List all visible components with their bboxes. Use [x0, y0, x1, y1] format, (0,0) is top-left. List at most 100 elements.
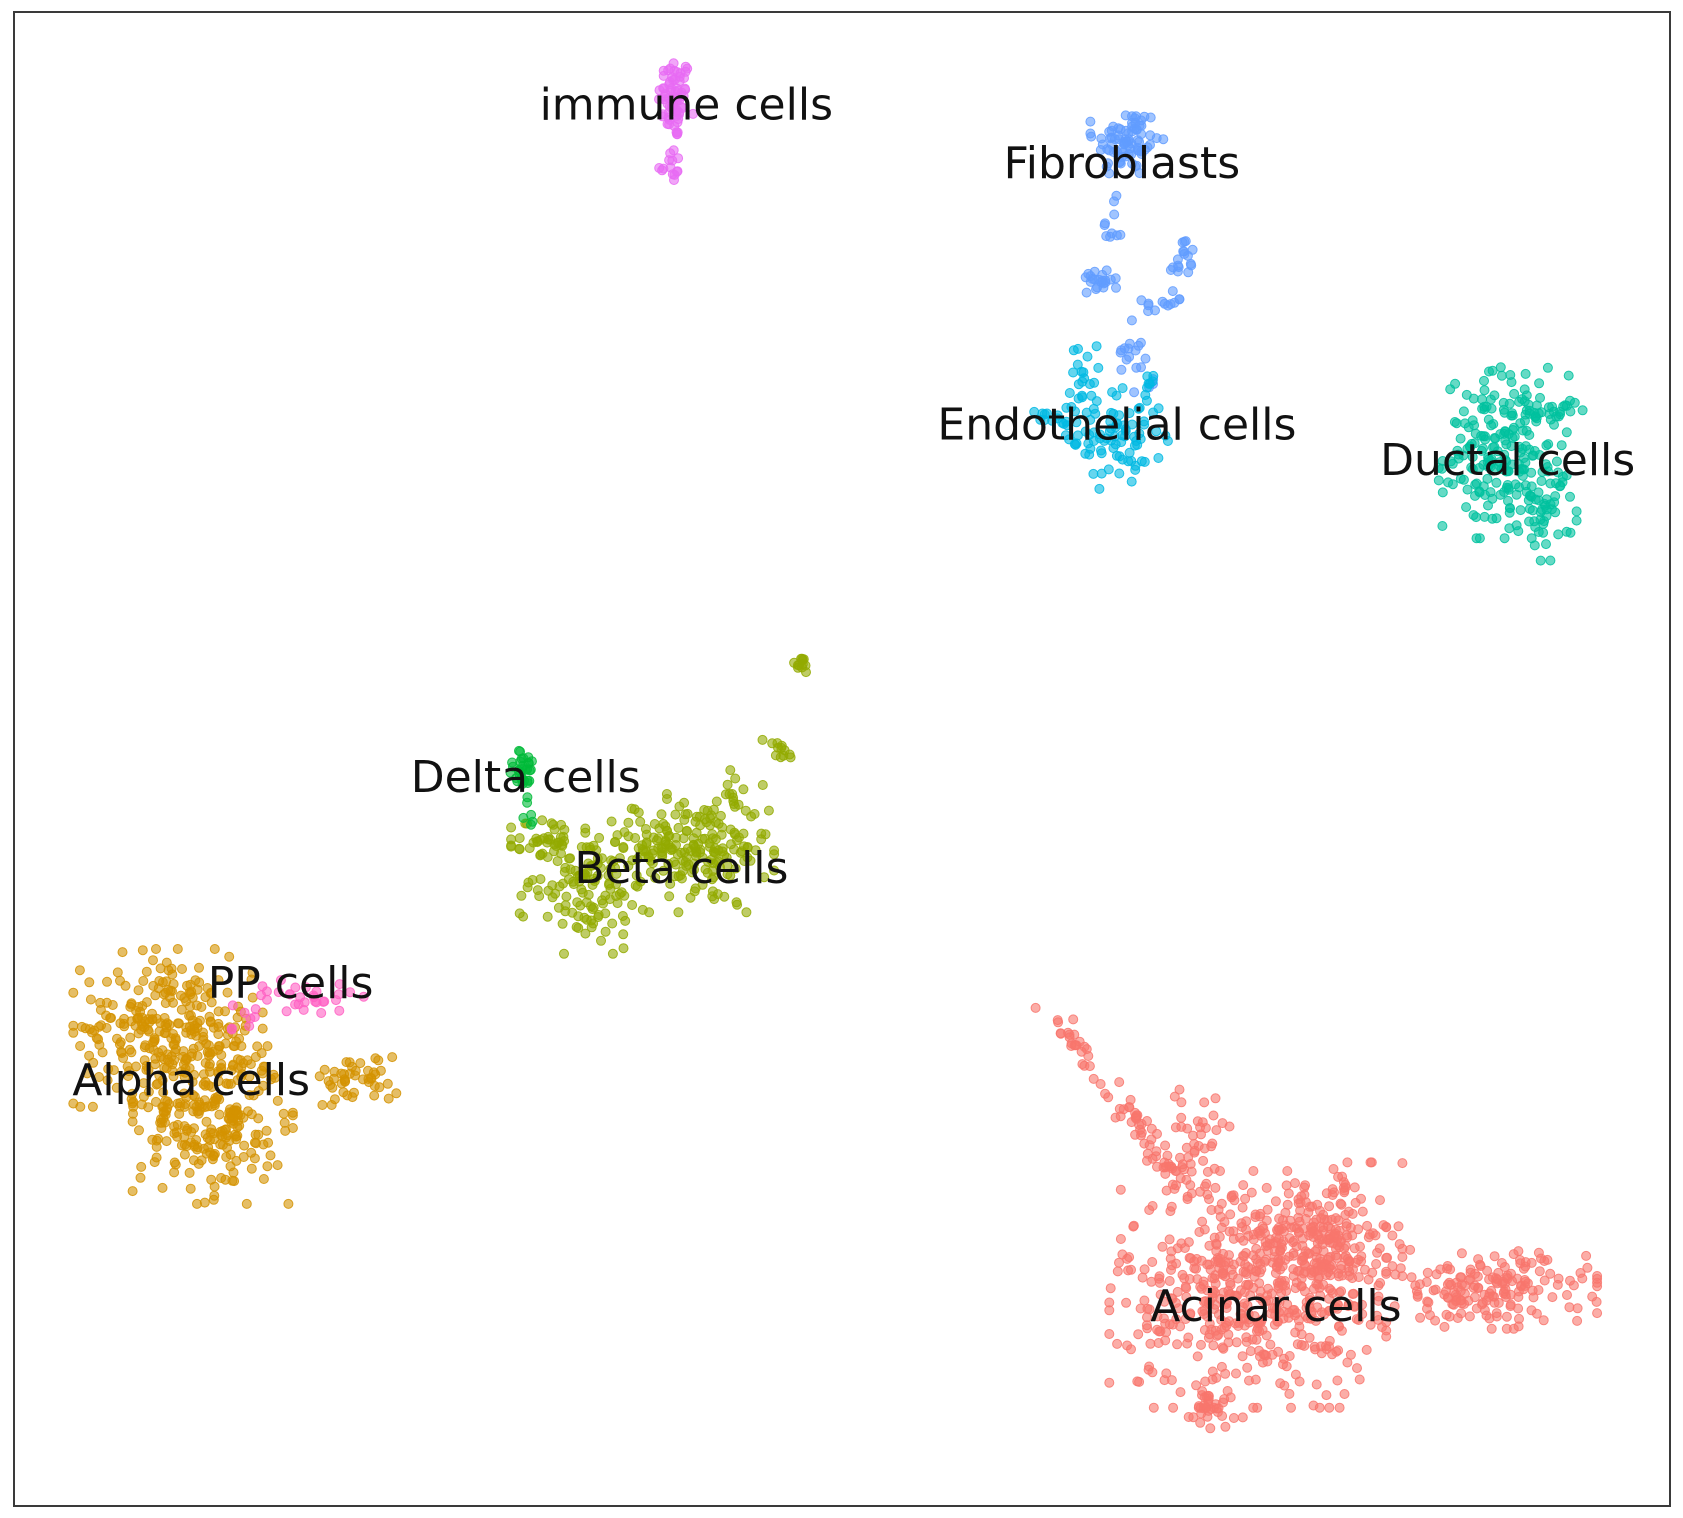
- point-endothelial-cells: [1142, 382, 1152, 393]
- point-alpha-cells: [383, 1093, 394, 1104]
- point-fibroblasts: [1129, 387, 1140, 398]
- point-ductal-cells: [1517, 443, 1528, 454]
- point-acinar-cells: [1312, 1199, 1323, 1210]
- point-ductal-cells: [1458, 474, 1469, 485]
- point-beta-cells: [600, 890, 611, 901]
- point-alpha-cells: [174, 1108, 185, 1119]
- point-acinar-cells: [1168, 1402, 1179, 1413]
- point-alpha-cells: [137, 945, 148, 956]
- point-acinar-cells: [1152, 1311, 1163, 1322]
- cluster-endothelial-cells: [1029, 341, 1173, 494]
- point-beta-cells: [573, 923, 584, 933]
- point-acinar-cells: [1166, 1201, 1177, 1212]
- point-ductal-cells: [1455, 433, 1466, 444]
- point-acinar-cells: [1342, 1157, 1353, 1168]
- point-acinar-cells: [1519, 1275, 1530, 1285]
- point-acinar-cells: [1311, 1379, 1322, 1390]
- point-acinar-cells: [1352, 1363, 1362, 1374]
- point-ductal-cells: [1511, 489, 1522, 500]
- point-acinar-cells: [1151, 1146, 1162, 1157]
- point-endothelial-cells: [1153, 453, 1164, 463]
- point-alpha-cells: [141, 966, 152, 977]
- point-acinar-cells: [1210, 1093, 1221, 1104]
- point-acinar-cells: [1204, 1240, 1215, 1251]
- point-acinar-cells: [1250, 1374, 1261, 1385]
- point-acinar-cells: [1055, 1028, 1066, 1039]
- point-acinar-cells: [1164, 1276, 1175, 1286]
- point-acinar-cells: [1245, 1346, 1256, 1357]
- point-fibroblasts: [1143, 298, 1154, 309]
- point-beta-cells: [630, 833, 641, 843]
- point-acinar-cells: [1216, 1361, 1227, 1372]
- point-pp-cells: [358, 991, 369, 1002]
- point-ductal-cells: [1464, 441, 1475, 452]
- point-ductal-cells: [1537, 466, 1548, 477]
- point-alpha-cells: [287, 1123, 298, 1133]
- point-acinar-cells: [1196, 1339, 1206, 1350]
- point-alpha-cells: [191, 1135, 202, 1145]
- point-ductal-cells: [1565, 527, 1576, 538]
- point-alpha-cells: [213, 1006, 224, 1017]
- point-acinar-cells: [1513, 1303, 1524, 1314]
- point-endothelial-cells: [1108, 408, 1119, 419]
- point-beta-cells: [618, 843, 629, 854]
- point-alpha-cells: [339, 1074, 350, 1085]
- point-ductal-cells: [1542, 362, 1553, 373]
- point-beta-cells: [711, 796, 722, 807]
- point-acinar-cells: [1202, 1189, 1213, 1200]
- point-alpha-cells: [157, 1182, 168, 1193]
- point-alpha-cells: [156, 1123, 167, 1133]
- point-alpha-cells: [102, 1075, 113, 1086]
- point-beta-cells: [697, 834, 708, 844]
- point-ductal-cells: [1563, 370, 1574, 381]
- cluster-labels: immune cells Fibroblasts Endothelial cells…: [72, 80, 1635, 1332]
- point-endothelial-cells: [1085, 414, 1096, 425]
- point-alpha-cells: [206, 997, 217, 1008]
- point-acinar-cells: [1145, 1338, 1156, 1349]
- point-acinar-cells: [1412, 1291, 1423, 1302]
- point-beta-cells: [573, 911, 584, 922]
- point-ductal-cells: [1524, 516, 1535, 527]
- point-alpha-cells: [150, 990, 161, 1001]
- point-acinar-cells: [1126, 1344, 1136, 1355]
- point-ductal-cells: [1466, 462, 1477, 473]
- point-beta-cells: [542, 911, 553, 922]
- point-acinar-cells: [1284, 1351, 1295, 1361]
- point-ductal-cells: [1527, 505, 1538, 516]
- point-beta-cells: [514, 843, 525, 854]
- point-fibroblasts: [1167, 286, 1178, 297]
- point-acinar-cells: [1347, 1273, 1358, 1284]
- point-endothelial-cells: [1072, 430, 1083, 441]
- point-endothelial-cells: [1124, 408, 1135, 419]
- point-endothelial-cells: [1080, 426, 1091, 437]
- point-ductal-cells: [1491, 513, 1502, 524]
- point-alpha-cells: [216, 1050, 227, 1060]
- point-alpha-cells: [169, 1157, 180, 1168]
- point-beta-cells: [635, 816, 646, 827]
- point-immune-cells: [668, 145, 679, 156]
- point-acinar-cells: [1375, 1195, 1385, 1206]
- point-acinar-cells: [1158, 1162, 1169, 1173]
- point-beta-cells: [745, 855, 756, 866]
- point-alpha-cells: [382, 1078, 393, 1089]
- point-alpha-cells: [160, 987, 171, 998]
- point-acinar-cells: [1353, 1224, 1364, 1235]
- point-acinar-cells: [1139, 1138, 1150, 1149]
- point-endothelial-cells: [1148, 407, 1159, 418]
- point-ductal-cells: [1491, 477, 1502, 488]
- point-acinar-cells: [1322, 1254, 1333, 1265]
- point-beta-cells: [559, 948, 569, 959]
- point-endothelial-cells: [1082, 351, 1093, 362]
- point-acinar-cells: [1406, 1272, 1417, 1283]
- point-acinar-cells: [1288, 1271, 1299, 1281]
- point-alpha-cells: [171, 1127, 182, 1138]
- point-delta-cells: [522, 778, 533, 788]
- point-alpha-cells: [179, 1149, 190, 1160]
- point-alpha-cells: [161, 1136, 172, 1147]
- point-acinar-cells: [1421, 1277, 1432, 1287]
- point-alpha-cells: [133, 985, 144, 996]
- point-beta-cells: [750, 845, 761, 856]
- point-alpha-cells: [262, 1041, 273, 1052]
- point-alpha-cells: [193, 1158, 204, 1169]
